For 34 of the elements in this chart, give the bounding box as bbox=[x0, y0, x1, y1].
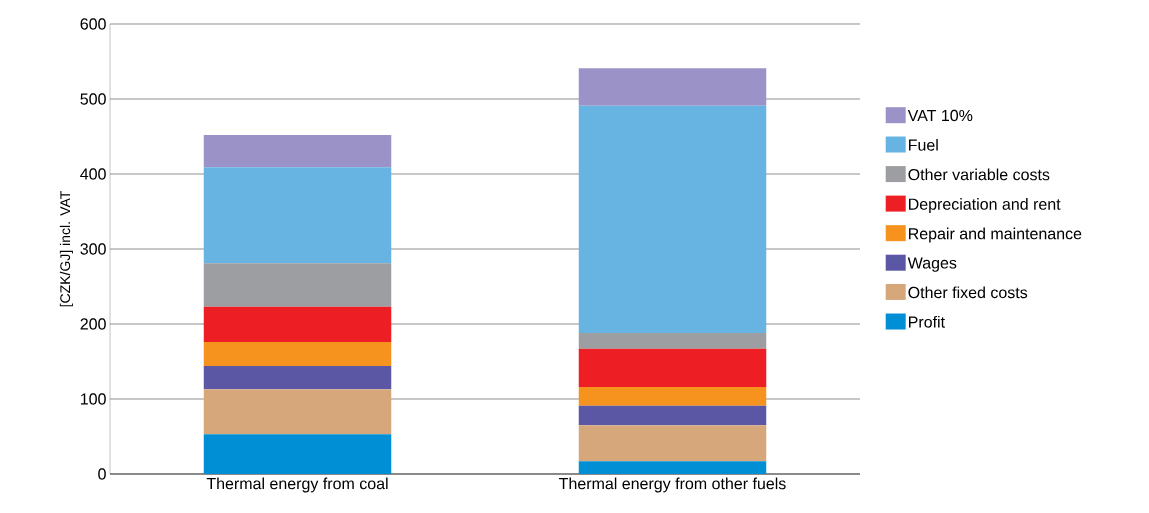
x-tick-label: Thermal energy from other fuels bbox=[559, 477, 786, 493]
bar bbox=[578, 425, 767, 462]
y-tick-label: 200 bbox=[80, 318, 106, 330]
y-tick-label: 600 bbox=[80, 18, 106, 30]
x-tick-label: Thermal energy from coal bbox=[206, 477, 388, 493]
bar bbox=[203, 134, 392, 168]
bar bbox=[203, 341, 392, 366]
y-tick-label: 0 bbox=[98, 468, 106, 480]
legend-label: Fuel bbox=[909, 138, 938, 151]
bar bbox=[578, 68, 767, 106]
y-tick-label: 300 bbox=[80, 243, 106, 255]
y-axis-title: [CZK/GJ] incl. VAT bbox=[59, 190, 73, 307]
bar bbox=[203, 434, 392, 474]
bar bbox=[203, 263, 392, 307]
legend-label: VAT 10% bbox=[907, 109, 973, 122]
legend-label: Repair and maintenance bbox=[909, 227, 1082, 243]
bar bbox=[578, 461, 767, 474]
bar bbox=[203, 167, 392, 264]
bar bbox=[578, 348, 767, 387]
y-tick-label: 500 bbox=[80, 93, 106, 105]
bar bbox=[203, 365, 392, 390]
legend-label: Other variable costs bbox=[908, 168, 1050, 181]
legend-label: Profit bbox=[909, 315, 945, 328]
y-tick-label: 100 bbox=[81, 393, 106, 405]
y-tick-label: 400 bbox=[80, 168, 106, 180]
bar bbox=[578, 386, 767, 406]
bar bbox=[203, 389, 392, 435]
bar bbox=[578, 332, 767, 349]
bar bbox=[578, 105, 767, 333]
bar bbox=[578, 405, 767, 426]
legend-label: Wages bbox=[907, 257, 957, 272]
bar bbox=[203, 306, 392, 342]
legend-label: Depreciation and rent bbox=[909, 198, 1061, 213]
legend-label: Other fixed costs bbox=[908, 286, 1028, 299]
